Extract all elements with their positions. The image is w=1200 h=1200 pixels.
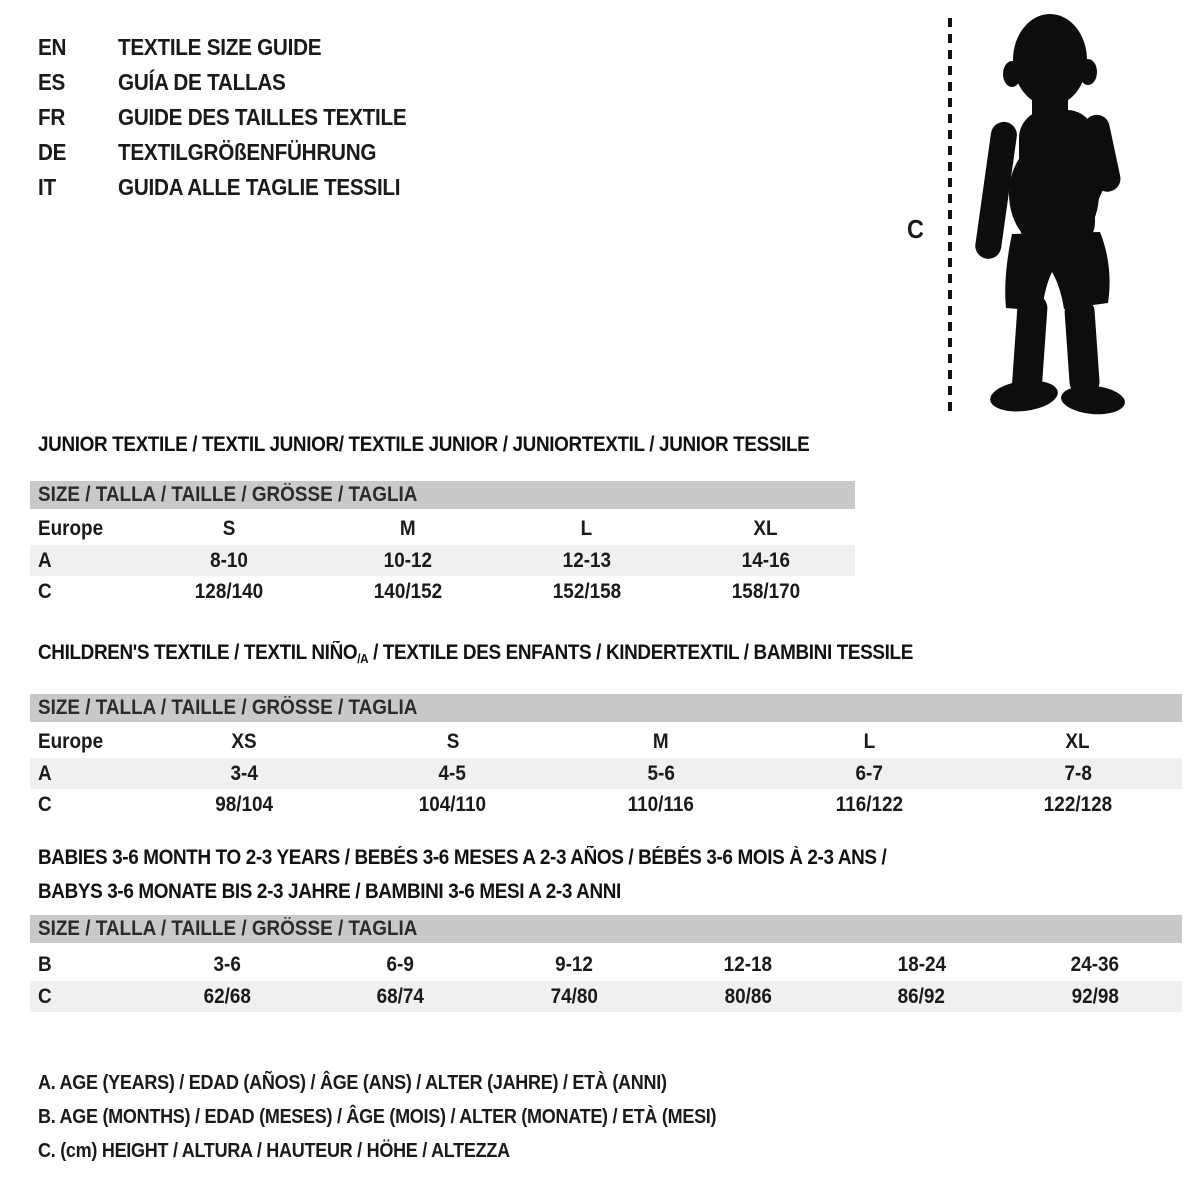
legend-height-cm: C. (cm) HEIGHT / ALTURA / HAUTEUR / HÖHE… xyxy=(38,1139,510,1162)
babies-table-title-line1: BABIES 3-6 MONTH TO 2-3 YEARS / BEBÉS 3-… xyxy=(38,846,887,869)
language-title: GUIDE DES TAILLES TEXTILE xyxy=(118,104,407,130)
row-label: C xyxy=(38,792,52,816)
height-value: 116/122 xyxy=(835,792,904,816)
height-value: 128/140 xyxy=(195,579,264,603)
age-value: 14-16 xyxy=(741,548,790,572)
junior-textile-section: JUNIOR TEXTILE / TEXTIL JUNIOR/ TEXTILE … xyxy=(30,433,855,607)
title-subscript: /A xyxy=(357,651,369,666)
height-value: 92/98 xyxy=(1071,984,1119,1008)
height-value: 62/68 xyxy=(203,984,251,1008)
size-value: XL xyxy=(1065,729,1090,753)
age-value: 10-12 xyxy=(383,548,433,572)
table-row-height-cm: C 62/68 68/74 74/80 80/86 86/92 92/98 xyxy=(30,981,1182,1012)
height-measure-label: C xyxy=(906,214,924,244)
size-value: M xyxy=(400,516,416,540)
age-value: 7-8 xyxy=(1064,761,1092,785)
children-table-title: CHILDREN'S TEXTILE / TEXTIL NIÑO/A / TEX… xyxy=(38,641,913,666)
height-value: 80/86 xyxy=(724,984,772,1008)
age-value: 12-13 xyxy=(562,548,612,572)
height-value: 152/158 xyxy=(552,579,622,603)
table-row-age-years: A 8-10 10-12 12-13 14-16 xyxy=(30,545,855,576)
table-row-europe: Europe XS S M L XL xyxy=(30,725,1182,758)
language-code: EN xyxy=(38,34,67,60)
height-value: 104/110 xyxy=(418,792,487,816)
height-value: 98/104 xyxy=(215,792,274,816)
table-row-height-cm: C 128/140 140/152 152/158 158/170 xyxy=(30,576,855,607)
measure-legend: A. AGE (YEARS) / EDAD (AÑOS) / ÂGE (ANS)… xyxy=(38,1066,792,1168)
language-row-en: EN TEXTILE SIZE GUIDE xyxy=(38,30,439,65)
language-row-de: DE TEXTILGRÖßENFÜHRUNG xyxy=(38,135,439,170)
height-value: 74/80 xyxy=(550,984,598,1008)
language-code: ES xyxy=(38,69,66,95)
height-value: 122/128 xyxy=(1043,792,1112,816)
size-header-bar: SIZE / TALLA / TAILLE / GRÖSSE / TAGLIA xyxy=(30,915,1182,943)
height-value: 158/170 xyxy=(731,579,800,603)
language-title: TEXTILGRÖßENFÜHRUNG xyxy=(118,139,377,165)
height-measure-dashed-line xyxy=(948,18,952,416)
table-row-age-years: A 3-4 4-5 5-6 6-7 7-8 xyxy=(30,758,1182,789)
language-code: FR xyxy=(38,104,66,130)
height-value: 68/74 xyxy=(376,984,425,1008)
age-value: 3-6 xyxy=(213,952,241,976)
row-label: C xyxy=(38,984,52,1008)
legend-age-months: B. AGE (MONTHS) / EDAD (MESES) / ÂGE (MO… xyxy=(38,1105,717,1128)
table-row-age-months: B 3-6 6-9 9-12 12-18 18-24 24-36 xyxy=(30,948,1182,981)
size-header-label: SIZE / TALLA / TAILLE / GRÖSSE / TAGLIA xyxy=(38,917,418,940)
babies-table-title-line2: BABYS 3-6 MONATE BIS 2-3 JAHRE / BAMBINI… xyxy=(38,880,621,903)
toddler-silhouette-icon xyxy=(975,14,1125,415)
size-value: XS xyxy=(231,729,257,753)
children-textile-section: CHILDREN'S TEXTILE / TEXTIL NIÑO/A / TEX… xyxy=(30,641,1182,820)
language-row-fr: FR GUIDE DES TAILLES TEXTILE xyxy=(38,100,439,135)
size-header-bar: SIZE / TALLA / TAILLE / GRÖSSE / TAGLIA xyxy=(30,694,1182,722)
size-header-label: SIZE / TALLA / TAILLE / GRÖSSE / TAGLIA xyxy=(38,696,418,719)
row-label: C xyxy=(38,579,52,603)
age-value: 6-7 xyxy=(855,761,884,785)
junior-table-title: JUNIOR TEXTILE / TEXTIL JUNIOR/ TEXTILE … xyxy=(38,433,810,456)
size-value: XL xyxy=(753,516,778,540)
row-label: B xyxy=(38,952,52,976)
size-value: S xyxy=(223,516,236,540)
language-title: GUIDA ALLE TAGLIE TESSILI xyxy=(118,174,401,200)
height-value: 86/92 xyxy=(897,984,946,1008)
age-value: 5-6 xyxy=(647,761,675,785)
table-row-height-cm: C 98/104 104/110 110/116 116/122 122/128 xyxy=(30,789,1182,820)
age-value: 3-4 xyxy=(230,761,258,785)
age-value: 12-18 xyxy=(723,952,773,976)
language-code: DE xyxy=(38,139,67,165)
babies-textile-section: BABIES 3-6 MONTH TO 2-3 YEARS / BEBÉS 3-… xyxy=(30,846,1182,1012)
age-value: 6-9 xyxy=(386,952,415,976)
size-value: S xyxy=(446,729,459,753)
table-row-europe: Europe S M L XL xyxy=(30,512,855,545)
size-header-bar: SIZE / TALLA / TAILLE / GRÖSSE / TAGLIA xyxy=(30,481,855,509)
language-header: EN TEXTILE SIZE GUIDE ES GUÍA DE TALLAS … xyxy=(38,30,439,205)
size-value: M xyxy=(653,729,669,753)
age-value: 18-24 xyxy=(897,952,946,976)
language-title: TEXTILE SIZE GUIDE xyxy=(118,34,322,60)
height-value: 140/152 xyxy=(373,579,443,603)
size-header-label: SIZE / TALLA / TAILLE / GRÖSSE / TAGLIA xyxy=(38,483,418,506)
size-value: L xyxy=(863,729,876,753)
language-row-it: IT GUIDA ALLE TAGLIE TESSILI xyxy=(38,170,439,205)
age-value: 8-10 xyxy=(210,548,249,572)
row-label: Europe xyxy=(38,729,104,753)
age-value: 24-36 xyxy=(1070,952,1120,976)
row-label: A xyxy=(38,761,52,785)
row-label: A xyxy=(38,548,52,572)
language-code: IT xyxy=(38,174,56,200)
language-row-es: ES GUÍA DE TALLAS xyxy=(38,65,439,100)
size-value: L xyxy=(581,516,593,540)
legend-age-years: A. AGE (YEARS) / EDAD (AÑOS) / ÂGE (ANS)… xyxy=(38,1071,667,1094)
age-value: 4-5 xyxy=(438,761,467,785)
height-value: 110/116 xyxy=(627,792,695,816)
row-label: Europe xyxy=(38,516,104,540)
language-title: GUÍA DE TALLAS xyxy=(118,69,286,95)
age-value: 9-12 xyxy=(555,952,594,976)
